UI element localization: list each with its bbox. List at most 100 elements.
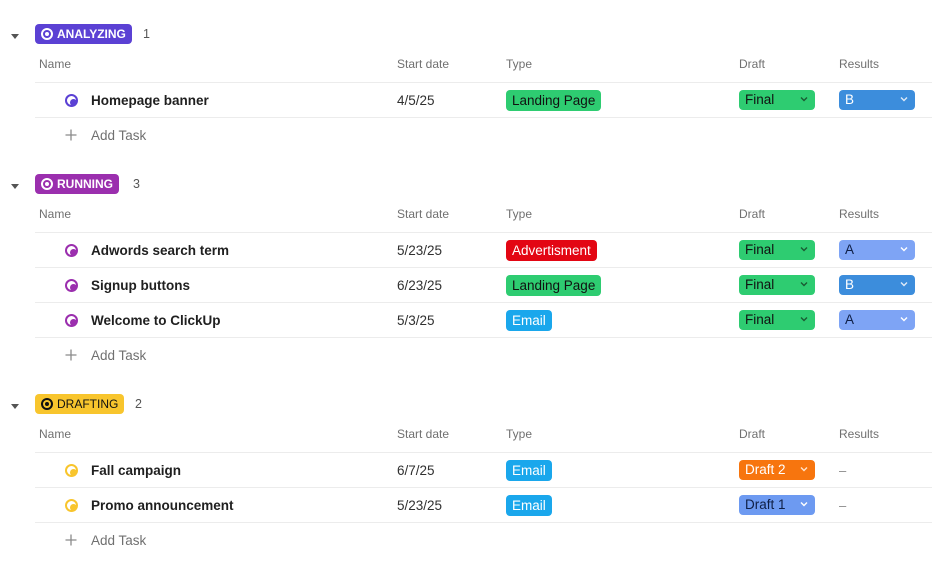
draft-value: Draft 2 <box>745 462 786 477</box>
status-dot-icon[interactable] <box>65 94 78 107</box>
chevron-down-icon <box>800 97 808 102</box>
type-tag[interactable]: Landing Page <box>506 275 602 296</box>
column-type[interactable]: Type <box>506 207 533 221</box>
task-count: 2 <box>135 397 142 411</box>
chevron-down-icon <box>800 502 808 507</box>
start-date[interactable]: 5/23/25 <box>397 498 443 513</box>
results-value: A <box>845 312 855 327</box>
task-name[interactable]: Signup buttons <box>91 278 190 293</box>
type-tag[interactable]: Email <box>506 495 552 516</box>
task-row[interactable]: Promo announcement 5/23/25 Email Draft 1… <box>35 487 932 522</box>
draft-value: Final <box>745 92 775 107</box>
task-row[interactable]: Adwords search term 5/23/25 Advertisment… <box>35 232 932 267</box>
start-date[interactable]: 5/23/25 <box>397 243 443 258</box>
task-row[interactable]: Homepage banner 4/5/25 Landing Page Fina… <box>35 82 932 117</box>
results-value: B <box>845 277 855 292</box>
chevron-down-icon <box>800 282 808 287</box>
task-name[interactable]: Adwords search term <box>91 243 230 258</box>
task-name[interactable]: Homepage banner <box>91 93 209 108</box>
results-dropdown[interactable]: A <box>839 310 915 330</box>
column-type[interactable]: Type <box>506 57 533 71</box>
draft-dropdown[interactable]: Final <box>739 90 815 110</box>
status-ring-icon <box>41 28 53 40</box>
collapse-caret-icon[interactable] <box>9 400 21 412</box>
type-tag[interactable]: Landing Page <box>506 90 602 111</box>
draft-value: Final <box>745 312 775 327</box>
status-ring-icon <box>41 398 53 410</box>
task-row[interactable]: Welcome to ClickUp 5/3/25 Email Final A <box>35 302 932 337</box>
collapse-caret-icon[interactable] <box>9 180 21 192</box>
group-header: RUNNING 3 <box>0 174 932 196</box>
column-name[interactable]: Name <box>39 427 72 441</box>
column-type[interactable]: Type <box>506 427 533 441</box>
results-dropdown[interactable]: B <box>839 275 915 295</box>
column-start-date[interactable]: Start date <box>397 427 450 441</box>
draft-value: Final <box>745 242 775 257</box>
chevron-down-icon <box>900 247 908 252</box>
draft-dropdown[interactable]: Draft 2 <box>739 460 815 480</box>
draft-dropdown[interactable]: Final <box>739 240 815 260</box>
column-start-date[interactable]: Start date <box>397 207 450 221</box>
task-name[interactable]: Fall campaign <box>91 463 182 478</box>
group-header: DRAFTING 2 <box>0 394 932 416</box>
column-name[interactable]: Name <box>39 207 72 221</box>
status-badge-running[interactable]: RUNNING <box>35 174 119 194</box>
results-dropdown[interactable]: B <box>839 90 915 110</box>
task-row[interactable]: Fall campaign 6/7/25 Email Draft 2 – <box>35 452 932 487</box>
add-task-row[interactable]: Add Task <box>35 337 932 372</box>
plus-icon <box>65 129 77 141</box>
column-draft[interactable]: Draft <box>739 207 766 221</box>
column-headers: Name Start date Type Draft Results <box>0 206 932 224</box>
draft-dropdown[interactable]: Final <box>739 275 815 295</box>
column-results[interactable]: Results <box>839 207 880 221</box>
results-dropdown[interactable]: A <box>839 240 915 260</box>
draft-dropdown[interactable]: Draft 1 <box>739 495 815 515</box>
status-dot-icon[interactable] <box>65 499 78 512</box>
add-task-row[interactable]: Add Task <box>35 117 932 152</box>
column-headers: Name Start date Type Draft Results <box>0 56 932 74</box>
column-name[interactable]: Name <box>39 57 72 71</box>
status-label: ANALYZING <box>57 27 126 41</box>
status-dot-icon[interactable] <box>65 279 78 292</box>
group-header: ANALYZING 1 <box>0 24 932 46</box>
task-count: 1 <box>143 27 150 41</box>
column-draft[interactable]: Draft <box>739 427 766 441</box>
results-value: B <box>845 92 855 107</box>
status-label: RUNNING <box>57 177 113 191</box>
column-draft[interactable]: Draft <box>739 57 766 71</box>
draft-value: Draft 1 <box>745 497 786 512</box>
add-task-label: Add Task <box>91 533 147 548</box>
status-dot-icon[interactable] <box>65 464 78 477</box>
add-task-label: Add Task <box>91 348 147 363</box>
start-date[interactable]: 5/3/25 <box>397 313 435 328</box>
type-tag[interactable]: Advertisment <box>506 240 597 261</box>
column-start-date[interactable]: Start date <box>397 57 450 71</box>
column-headers: Name Start date Type Draft Results <box>0 426 932 444</box>
type-tag[interactable]: Email <box>506 310 552 331</box>
task-name[interactable]: Welcome to ClickUp <box>91 313 221 328</box>
start-date[interactable]: 6/23/25 <box>397 278 443 293</box>
status-badge-drafting[interactable]: DRAFTING <box>35 394 125 414</box>
chevron-down-icon <box>800 317 808 322</box>
status-dot-icon[interactable] <box>65 244 78 257</box>
collapse-caret-icon[interactable] <box>9 30 21 42</box>
draft-value: Final <box>745 277 775 292</box>
type-tag[interactable]: Email <box>506 460 552 481</box>
task-name[interactable]: Promo announcement <box>91 498 234 513</box>
start-date[interactable]: 6/7/25 <box>397 463 435 478</box>
task-row[interactable]: Signup buttons 6/23/25 Landing Page Fina… <box>35 267 932 302</box>
plus-icon <box>65 534 77 546</box>
draft-dropdown[interactable]: Final <box>739 310 815 330</box>
column-results[interactable]: Results <box>839 427 880 441</box>
column-results[interactable]: Results <box>839 57 880 71</box>
results-empty[interactable]: – <box>839 463 847 478</box>
add-task-row[interactable]: Add Task <box>35 522 932 557</box>
results-value: A <box>845 242 855 257</box>
chevron-down-icon <box>900 97 908 102</box>
status-badge-analyzing[interactable]: ANALYZING <box>35 24 132 44</box>
task-count: 3 <box>133 177 140 191</box>
chevron-down-icon <box>900 317 908 322</box>
start-date[interactable]: 4/5/25 <box>397 93 435 108</box>
status-dot-icon[interactable] <box>65 314 78 327</box>
results-empty[interactable]: – <box>839 498 847 513</box>
